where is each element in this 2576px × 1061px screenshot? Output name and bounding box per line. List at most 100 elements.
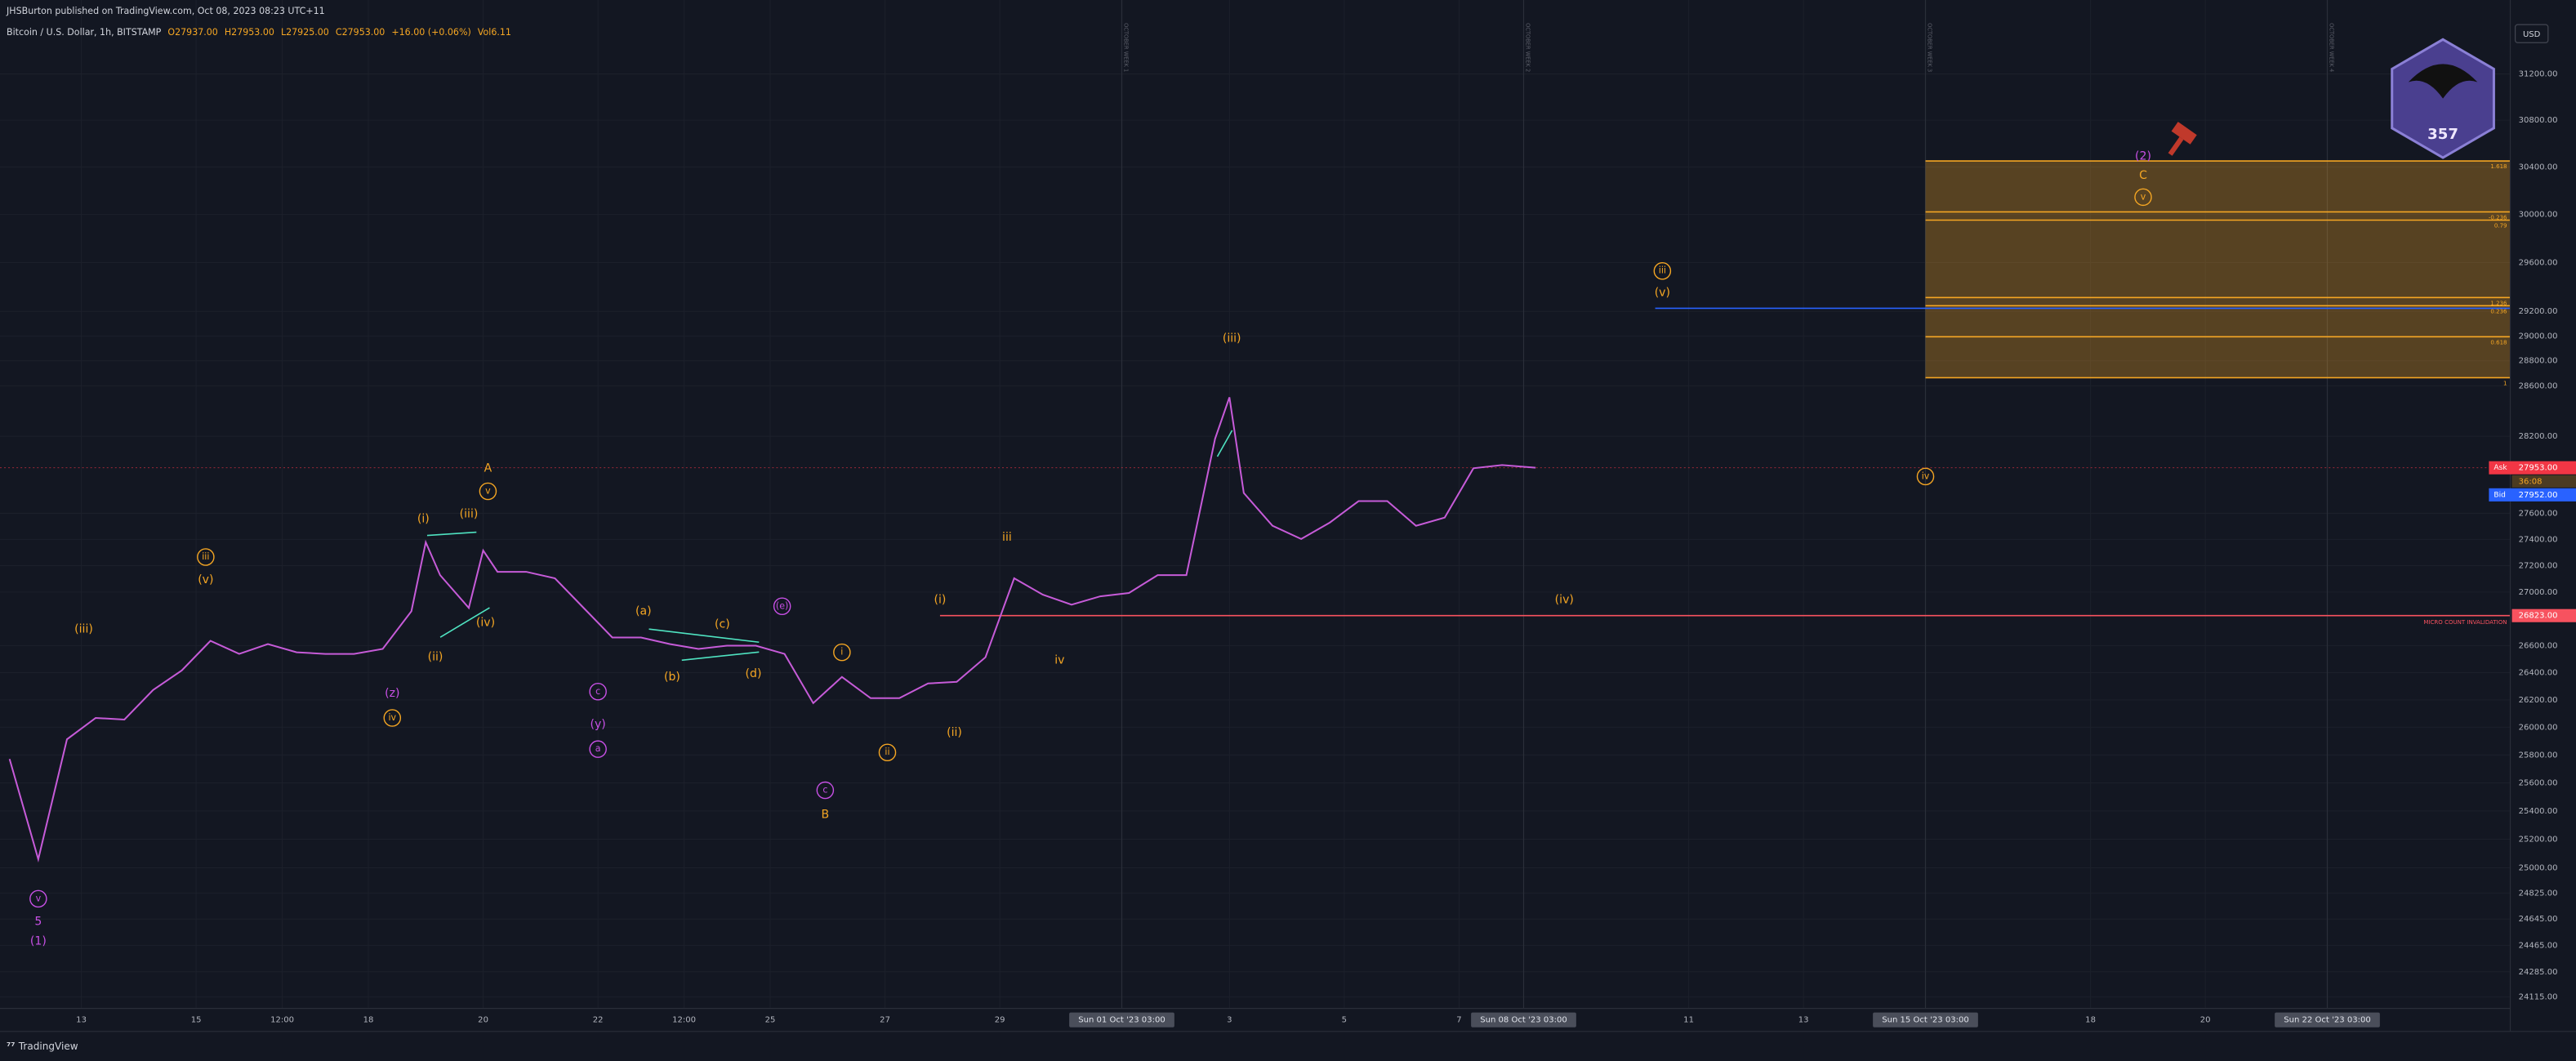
x-tick-label: 7: [1456, 1016, 1461, 1025]
wave-label: (z): [385, 687, 399, 700]
wave-label: v: [485, 485, 491, 496]
ohlc-value: H27953.00: [225, 27, 274, 38]
y-tick-label: 25800.00: [2519, 751, 2558, 760]
footer-text: TradingView: [18, 1040, 78, 1051]
wave-label: a: [595, 743, 601, 754]
y-tick-label: 26000.00: [2519, 723, 2558, 732]
wave-label: (i): [417, 513, 430, 526]
bid-box: [2489, 488, 2576, 502]
wave-label: 5: [34, 915, 42, 928]
x-tick-label: 11: [1683, 1016, 1694, 1025]
y-tick-label: 27400.00: [2519, 535, 2558, 544]
wave-circle: [773, 597, 791, 616]
fib-label: 1.236: [2490, 299, 2507, 306]
week-title: OCTOBER WEEK 1: [1123, 23, 1130, 72]
x-tick-label: 12:00: [672, 1016, 696, 1025]
currency-box: [2514, 24, 2549, 43]
logo-text: 357: [2427, 126, 2458, 143]
line-note: MICRO COUNT INVALIDATION: [2423, 618, 2507, 626]
wave-label: B: [822, 809, 830, 822]
wave-label: (i): [934, 593, 946, 606]
y-tick-label: 30000.00: [2519, 211, 2558, 220]
y-tick-label: 24285.00: [2519, 968, 2558, 977]
wave-label: c: [595, 686, 600, 697]
y-tick-label: 28800.00: [2519, 357, 2558, 366]
fib-label: 1.618: [2490, 163, 2507, 170]
wave-label: ii: [885, 747, 889, 757]
volume: Vol6.11: [478, 27, 511, 38]
y-tick-label: 29200.00: [2519, 307, 2558, 316]
overlay: [0, 0, 2511, 1009]
trendline: [681, 651, 760, 662]
trendline: [1216, 430, 1233, 457]
footer: ⁷⁷ TradingView: [7, 1040, 78, 1051]
trendline: [648, 628, 760, 644]
wave-label: (1): [30, 935, 47, 948]
y-tick-label: 28600.00: [2519, 381, 2558, 390]
y-tick-label: 29000.00: [2519, 332, 2558, 341]
currency: USD: [2523, 30, 2541, 39]
week-box: [1873, 1012, 1978, 1028]
price-label: 26823.00: [2519, 612, 2558, 621]
wave-label: C: [2139, 169, 2147, 182]
trendline: [426, 531, 477, 537]
x-tick-label: 27: [880, 1016, 890, 1025]
wave-label: A: [484, 461, 492, 475]
bid-name: Bid: [2494, 491, 2505, 499]
y-tick-label: 27600.00: [2519, 509, 2558, 518]
wave-label: (2): [2135, 149, 2151, 163]
wave-circle: [197, 548, 215, 566]
wave-label: (ii): [947, 726, 962, 739]
x-tick-label: 12:00: [270, 1016, 294, 1025]
wave-circle: [816, 781, 835, 800]
y-tick-label: 30800.00: [2519, 116, 2558, 125]
y-tick-label: 27200.00: [2519, 561, 2558, 570]
x-tick-label: 29: [995, 1016, 1005, 1025]
y-tick-label: 24115.00: [2519, 993, 2558, 1002]
week-box: [1471, 1012, 1576, 1028]
wave-label: (v): [1655, 286, 1670, 299]
wave-label: (e): [776, 600, 788, 611]
symbol: Bitcoin / U.S. Dollar, 1h, BITSTAMP O2793…: [7, 27, 511, 38]
price-label-box: [2511, 609, 2576, 622]
wave-label: iii: [202, 551, 209, 562]
fib-area: [1925, 161, 2511, 378]
trendline: [439, 607, 490, 638]
wave-label: (iii): [74, 622, 93, 635]
ohlc-value: O27937.00: [167, 27, 217, 38]
y-tick-label: 29600.00: [2519, 259, 2558, 268]
y-tick-label: 25000.00: [2519, 864, 2558, 873]
wave-label: (v): [198, 573, 213, 586]
gavel-icon: [2168, 122, 2197, 156]
wave-circle: [1916, 467, 1935, 486]
x-tick-label: 20: [478, 1016, 488, 1025]
week-title: OCTOBER WEEK 2: [1525, 23, 1531, 72]
x-tick-label: 3: [1227, 1016, 1232, 1025]
countdown: 36:08: [2519, 477, 2543, 486]
footer-logo: ⁷⁷: [7, 1040, 19, 1051]
y-tick-label: 24825.00: [2519, 889, 2558, 898]
wave-label: (c): [715, 617, 730, 631]
x-tick-label: 18: [363, 1016, 374, 1025]
wave-label: v: [36, 893, 42, 903]
y-tick-label: 25200.00: [2519, 836, 2558, 845]
wave-circle: [1653, 261, 1672, 280]
wave-circle: [2134, 188, 2152, 207]
ohlc-value: +16.00 (+0.06%): [391, 27, 470, 38]
x-tick-label: 13: [1798, 1016, 1809, 1025]
x-tick-label: 20: [2200, 1016, 2211, 1025]
wave-label: i: [840, 647, 843, 658]
marks: (iii)iii(v)(i) (iii)Av(ii)(iv)iv(a)(b)(c)…: [8, 149, 2152, 948]
wave-circle: [479, 482, 497, 501]
ask-name: Ask: [2494, 464, 2507, 472]
fib-label: 1: [2503, 380, 2507, 387]
y-tick-label: 24645.00: [2519, 915, 2558, 924]
wave-label: iv: [388, 712, 396, 723]
week-title: OCTOBER WEEK 4: [2329, 23, 2335, 72]
fib-label: 0.79: [2494, 222, 2507, 230]
week-box: [1069, 1012, 1174, 1028]
wave-circle: [833, 643, 851, 662]
wave-label: (d): [746, 667, 762, 680]
